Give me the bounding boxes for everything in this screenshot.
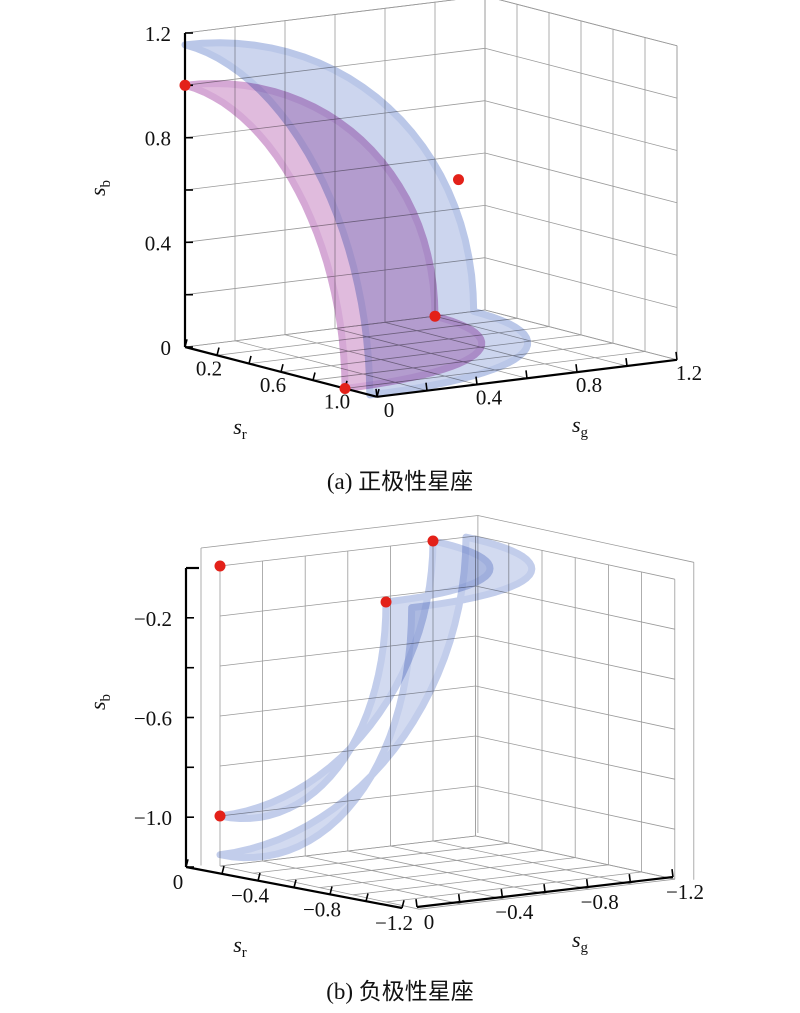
plot-a-shells (181, 39, 532, 399)
tick-label: 0 (424, 910, 435, 934)
constellation-point (214, 560, 226, 572)
octant-shell (181, 80, 486, 392)
constellation-point (453, 174, 464, 186)
tick-label: 1.2 (145, 22, 171, 46)
tick-label: 0 (173, 870, 184, 894)
tick-label: 0.6 (260, 373, 286, 397)
tick-label: 1.2 (676, 361, 702, 385)
constellation-point (179, 79, 191, 91)
constellation-point (429, 310, 441, 322)
tick-label: −0.8 (581, 890, 619, 914)
tick-label: −1.2 (375, 911, 413, 935)
subplot-a-caption: (a) 正极性星座 (326, 469, 474, 494)
axis-label-z: sb (85, 694, 114, 710)
constellation-point (427, 535, 439, 547)
octant-shell (216, 537, 494, 822)
plot-a-points (179, 79, 464, 394)
tick-label: −1.0 (134, 806, 172, 830)
tick-label: 0.8 (576, 373, 602, 397)
tick-label: 0 (384, 398, 395, 422)
subplot-b-caption: (b) 负极性星座 (326, 979, 474, 1004)
axis-label-x: sr (233, 414, 247, 443)
axis-label-x: sr (233, 932, 247, 961)
tick-label: −0.4 (231, 884, 270, 908)
octant-shell (216, 533, 536, 862)
tick-label: 0.8 (145, 127, 171, 151)
plot-b-shells (216, 533, 536, 862)
tick-label: 0.4 (145, 231, 172, 255)
constellation-point (339, 383, 351, 394)
tick-label: 0 (161, 336, 172, 360)
tick-label: −1.2 (666, 880, 704, 904)
plot-b-axes: 0 −0.4 −0.8 −1.2 sr 0 −0.4 −0.8 −1.2 sg −0.2 −0.6 −1… (85, 566, 704, 961)
axis-label-y: sg (572, 927, 589, 956)
constellation-point (214, 810, 226, 822)
tick-label: −0.4 (495, 900, 534, 924)
plot-b-points (214, 535, 439, 822)
tick-label: −0.2 (134, 607, 172, 631)
constellation-point (380, 596, 392, 608)
axis-label-y: sg (572, 412, 589, 441)
tick-label: −0.8 (303, 897, 341, 921)
tick-label: 0.4 (476, 386, 503, 410)
axis-label-z: sb (85, 180, 114, 196)
tick-label: 0.2 (196, 356, 222, 380)
tick-label: −0.6 (134, 707, 172, 731)
